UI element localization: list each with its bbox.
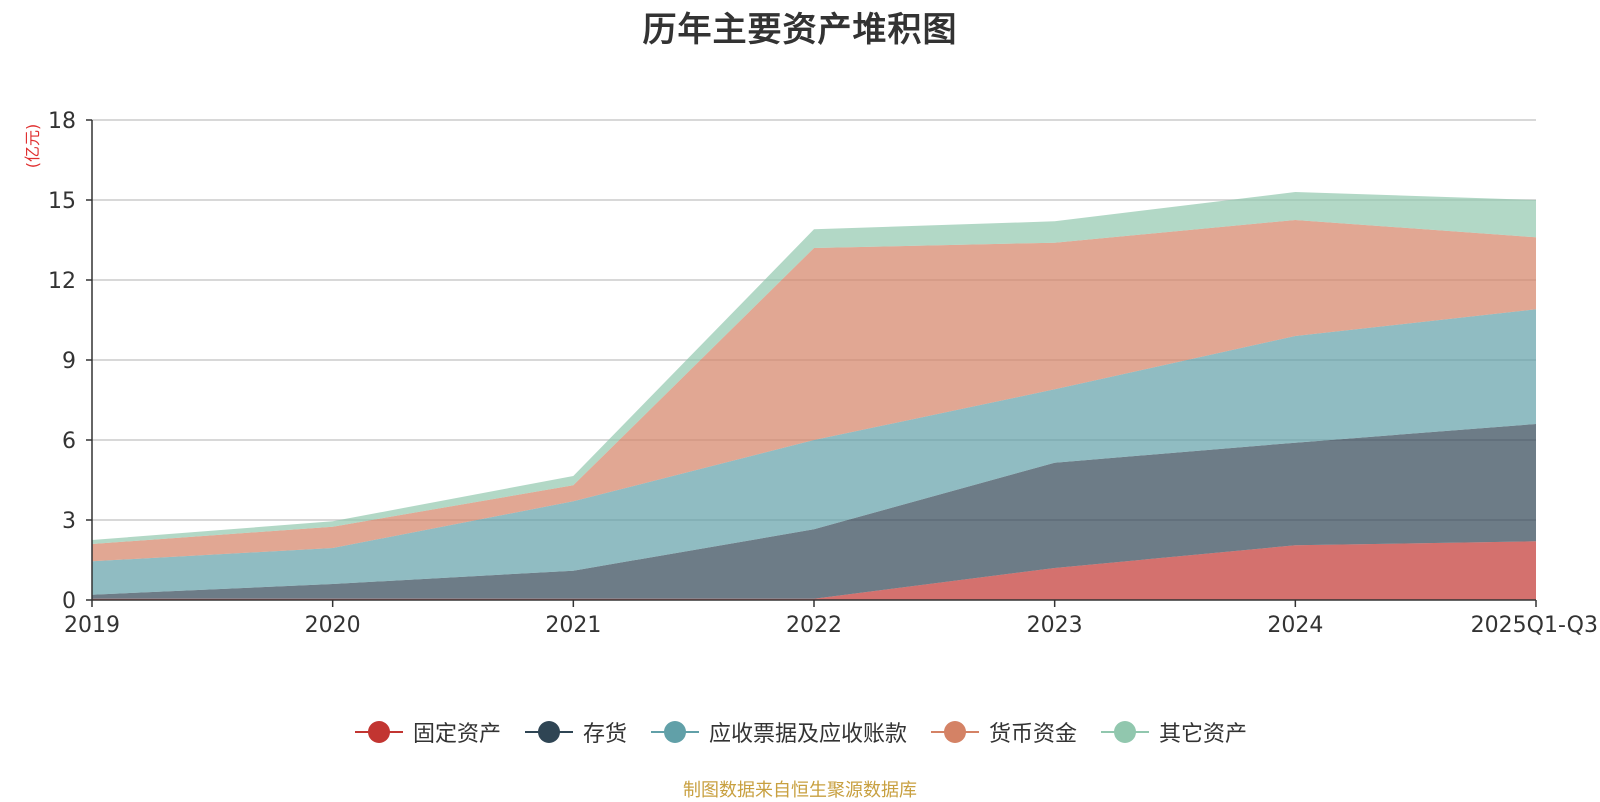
- legend-label-0: 固定资产: [412, 722, 501, 747]
- legend-symbol-1: [524, 721, 573, 743]
- area-layer: [92, 192, 1536, 600]
- legend-item-0[interactable]: 固定资产: [353, 716, 501, 748]
- x-tick-label-2: 2021: [545, 613, 601, 638]
- x-tick-label-0: 2019: [64, 613, 120, 638]
- x-tick-label-4: 2023: [1027, 613, 1083, 638]
- label-layer: 0 3 6 9 12 15 18 2019 2020 2021 2022 2023 2024 2025Q1…: [23, 109, 1598, 638]
- area-series-2: [92, 309, 1536, 595]
- legend: 固定资产 存货 应收票据及应收账款 货币资金 其它资产: [0, 716, 1600, 748]
- area-series-1: [92, 424, 1536, 599]
- legend-item-4[interactable]: 其它资产: [1099, 716, 1247, 748]
- source-note: 制图数据来自恒生聚源数据库: [683, 780, 917, 801]
- y-tick-label-15: 15: [48, 189, 76, 214]
- x-tick-label-5: 2024: [1267, 613, 1323, 638]
- legend-symbol-3: [931, 721, 979, 743]
- area-series-0: [92, 541, 1536, 600]
- x-tick-label-1: 2020: [305, 613, 361, 638]
- y-tick-label-6: 6: [62, 429, 76, 454]
- legend-label-3: 货币资金: [989, 722, 1078, 747]
- y-tick-label-0: 0: [62, 589, 76, 614]
- area-series-3: [92, 220, 1536, 562]
- x-tick-label-6: 2025Q1-Q3: [1471, 613, 1598, 638]
- y-tick-label-12: 12: [48, 269, 76, 294]
- legend-label-1: 存货: [582, 722, 627, 747]
- chart-title: 历年主要资产堆积图: [642, 10, 958, 50]
- legend-item-2[interactable]: 应收票据及应收账款: [649, 716, 907, 748]
- legend-symbol-2: [650, 721, 699, 743]
- legend-symbol-4: [1101, 721, 1150, 743]
- y-tick-label-3: 3: [62, 509, 76, 534]
- axis-layer: [86, 119, 1537, 607]
- legend-symbol-0: [354, 721, 403, 743]
- legend-item-3[interactable]: 货币资金: [929, 716, 1077, 748]
- legend-label-4: 其它资产: [1159, 722, 1248, 747]
- y-tick-label-18: 18: [48, 109, 76, 134]
- y-tick-label-9: 9: [62, 349, 76, 374]
- legend-item-1[interactable]: 存货: [523, 716, 627, 748]
- y-axis-unit-label: (亿元): [23, 124, 42, 169]
- x-tick-label-3: 2022: [786, 613, 842, 638]
- legend-label-2: 应收票据及应收账款: [708, 722, 907, 747]
